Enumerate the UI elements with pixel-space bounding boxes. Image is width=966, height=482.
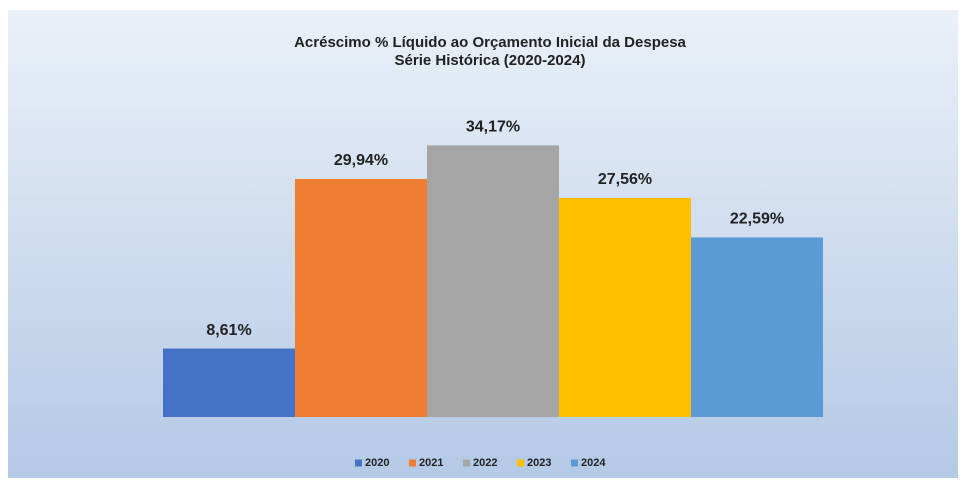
legend-label: 2024 — [581, 457, 606, 469]
legend-label: 2022 — [473, 457, 497, 469]
chart-title: Acréscimo % Líquido ao Orçamento Inicial… — [294, 34, 686, 51]
legend-label: 2023 — [527, 457, 551, 469]
data-label: 29,94% — [334, 152, 388, 169]
legend-swatch — [355, 459, 362, 467]
bar — [559, 197, 691, 417]
data-label: 8,61% — [206, 322, 251, 339]
legend-swatch — [517, 459, 524, 467]
bar — [691, 237, 823, 417]
data-label: 27,56% — [598, 171, 652, 188]
bar — [295, 178, 427, 417]
legend-swatch — [409, 459, 416, 467]
chart-subtitle: Série Histórica (2020-2024) — [395, 52, 586, 69]
bar — [163, 348, 295, 417]
legend-label: 2021 — [419, 457, 443, 469]
legend-label: 2020 — [365, 457, 389, 469]
data-label: 22,59% — [730, 211, 784, 228]
bar — [427, 145, 559, 417]
legend-swatch — [463, 459, 470, 467]
legend-swatch — [571, 459, 578, 467]
data-label: 34,17% — [466, 119, 520, 136]
